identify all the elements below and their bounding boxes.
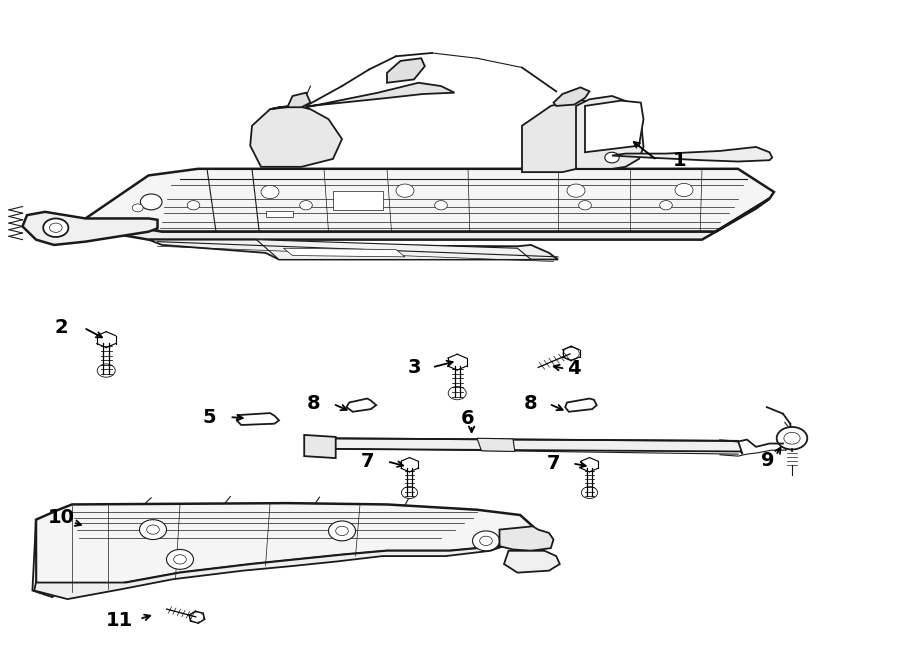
- Circle shape: [300, 201, 312, 210]
- Circle shape: [336, 526, 348, 536]
- Polygon shape: [304, 435, 336, 458]
- Circle shape: [660, 201, 672, 210]
- Circle shape: [50, 223, 62, 232]
- Text: 8: 8: [524, 395, 538, 413]
- Circle shape: [777, 427, 807, 449]
- Polygon shape: [576, 96, 644, 169]
- Circle shape: [480, 536, 492, 545]
- Circle shape: [147, 525, 159, 534]
- Polygon shape: [477, 438, 515, 451]
- Text: 7: 7: [360, 452, 374, 471]
- Text: 9: 9: [760, 451, 774, 469]
- Bar: [266, 211, 292, 217]
- Circle shape: [328, 521, 356, 541]
- Circle shape: [43, 218, 68, 237]
- Polygon shape: [32, 520, 58, 597]
- Polygon shape: [284, 248, 405, 257]
- Polygon shape: [565, 399, 597, 412]
- Polygon shape: [250, 106, 342, 167]
- Text: 10: 10: [48, 508, 75, 527]
- Circle shape: [190, 612, 203, 622]
- Circle shape: [401, 487, 418, 498]
- Circle shape: [448, 387, 466, 400]
- Circle shape: [579, 201, 591, 210]
- Polygon shape: [72, 199, 770, 240]
- Polygon shape: [22, 212, 158, 245]
- Polygon shape: [500, 526, 554, 551]
- Circle shape: [567, 184, 585, 197]
- Circle shape: [784, 432, 800, 444]
- Polygon shape: [612, 147, 772, 162]
- Polygon shape: [34, 536, 522, 599]
- Circle shape: [605, 152, 619, 163]
- Polygon shape: [270, 93, 310, 109]
- Text: 11: 11: [106, 611, 133, 630]
- Polygon shape: [554, 87, 590, 106]
- Text: 6: 6: [461, 409, 475, 428]
- Polygon shape: [387, 58, 425, 83]
- Circle shape: [581, 487, 598, 498]
- Circle shape: [174, 555, 186, 564]
- Text: 8: 8: [306, 395, 320, 413]
- Circle shape: [166, 549, 194, 569]
- Circle shape: [594, 124, 616, 140]
- Circle shape: [97, 364, 115, 377]
- Circle shape: [472, 531, 500, 551]
- Text: 7: 7: [547, 454, 560, 473]
- Text: 5: 5: [202, 408, 216, 426]
- Polygon shape: [256, 240, 531, 260]
- Text: 4: 4: [567, 359, 581, 378]
- Polygon shape: [148, 240, 558, 260]
- Polygon shape: [86, 169, 774, 232]
- Circle shape: [187, 201, 200, 210]
- Circle shape: [599, 128, 610, 136]
- Text: 1: 1: [672, 151, 687, 169]
- Circle shape: [261, 185, 279, 199]
- Circle shape: [563, 348, 580, 359]
- Circle shape: [132, 204, 143, 212]
- Circle shape: [140, 520, 166, 540]
- Text: 3: 3: [407, 358, 421, 377]
- Text: 2: 2: [54, 318, 68, 337]
- Polygon shape: [36, 503, 533, 592]
- Polygon shape: [504, 551, 560, 573]
- Bar: [333, 191, 382, 210]
- Circle shape: [675, 183, 693, 197]
- Polygon shape: [306, 83, 454, 107]
- Circle shape: [396, 184, 414, 197]
- Circle shape: [140, 194, 162, 210]
- Polygon shape: [346, 399, 376, 412]
- Polygon shape: [585, 101, 644, 152]
- Circle shape: [435, 201, 447, 210]
- Polygon shape: [313, 438, 742, 454]
- Polygon shape: [522, 99, 612, 172]
- Polygon shape: [237, 413, 279, 425]
